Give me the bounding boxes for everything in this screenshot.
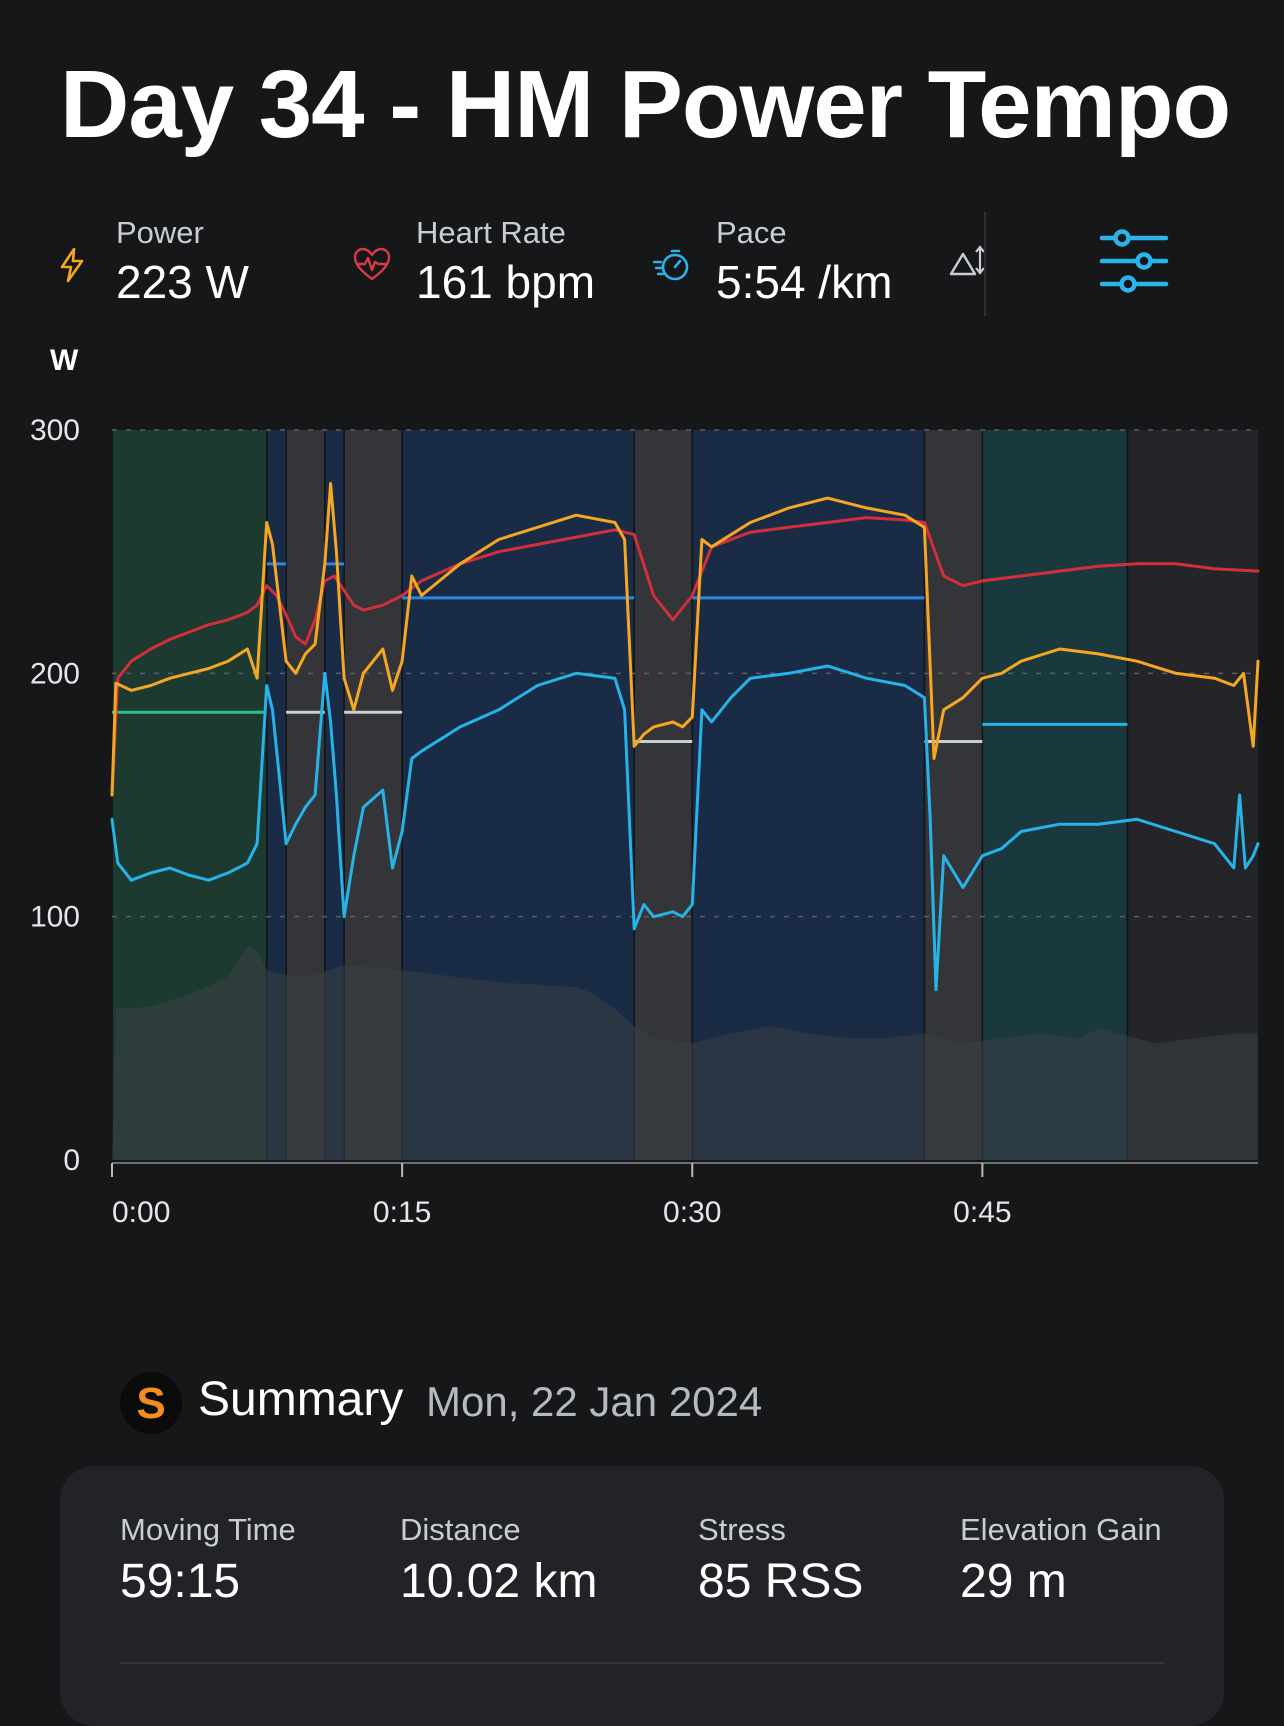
- x-tick-label: 0:45: [953, 1196, 1011, 1229]
- stat-value: 85 RSS: [698, 1555, 864, 1608]
- stat-moving-time: Moving Time 59:15: [120, 1512, 296, 1609]
- sliders-icon[interactable]: [1098, 228, 1170, 294]
- stat-elevation-gain: Elevation Gain 29 m: [960, 1512, 1162, 1609]
- elevation-icon[interactable]: [948, 242, 988, 282]
- metric-power-value: 223 W: [116, 256, 249, 308]
- stat-label: Moving Time: [120, 1512, 296, 1547]
- y-tick-label: 100: [30, 901, 80, 934]
- x-tick-label: 0:00: [112, 1196, 170, 1229]
- series-pace-line: [110, 664, 1260, 992]
- y-tick-label: 0: [63, 1144, 80, 1177]
- series-elevation-area: [112, 945, 1258, 1160]
- card-divider: [120, 1662, 1164, 1664]
- metrics-bar: Power 223 W Heart Rate 161 bpm Pace 5:54…: [0, 205, 1284, 315]
- metric-pace-label: Pace: [716, 215, 787, 250]
- x-tick-label: 0:30: [663, 1196, 721, 1229]
- metric-heart-rate-label: Heart Rate: [416, 215, 566, 250]
- metrics-divider: [984, 212, 986, 316]
- series-power-line: [110, 482, 1260, 797]
- series-heart_rate-line: [110, 516, 1260, 797]
- y-tick-label: 200: [30, 657, 80, 690]
- x-tick-label: 0:15: [373, 1196, 431, 1229]
- summary-header: S Summary Mon, 22 Jan 2024: [120, 1368, 1220, 1438]
- summary-title: Summary: [198, 1373, 404, 1426]
- summary-card: Moving Time 59:15 Distance 10.02 km Stre…: [60, 1466, 1224, 1726]
- stat-label: Distance: [400, 1512, 521, 1547]
- y-axis-label: W: [50, 344, 79, 377]
- summary-date: Mon, 22 Jan 2024: [426, 1378, 763, 1425]
- y-tick-label: 300: [30, 414, 80, 447]
- page-title: Day 34 - HM Power Tempo: [60, 51, 1231, 158]
- metric-heart-rate-value: 161 bpm: [416, 256, 596, 308]
- stat-value: 59:15: [120, 1555, 241, 1608]
- stat-label: Elevation Gain: [960, 1512, 1162, 1547]
- metric-power-label: Power: [116, 215, 204, 250]
- workout-chart[interactable]: W 0 100 200 300 0:00 0:15 0:30 0:45: [0, 340, 1284, 1240]
- bolt-icon: [60, 247, 84, 283]
- stat-label: Stress: [698, 1512, 786, 1547]
- stat-stress: Stress 85 RSS: [698, 1512, 863, 1609]
- stat-value: 10.02 km: [400, 1555, 598, 1608]
- stat-value: 29 m: [960, 1555, 1067, 1608]
- stat-distance: Distance 10.02 km: [400, 1512, 597, 1609]
- stopwatch-icon: [652, 249, 689, 281]
- heart-pulse-icon: [353, 247, 391, 281]
- metric-pace-value: 5:54 /km: [716, 256, 893, 308]
- summary-badge-icon: S: [120, 1372, 182, 1434]
